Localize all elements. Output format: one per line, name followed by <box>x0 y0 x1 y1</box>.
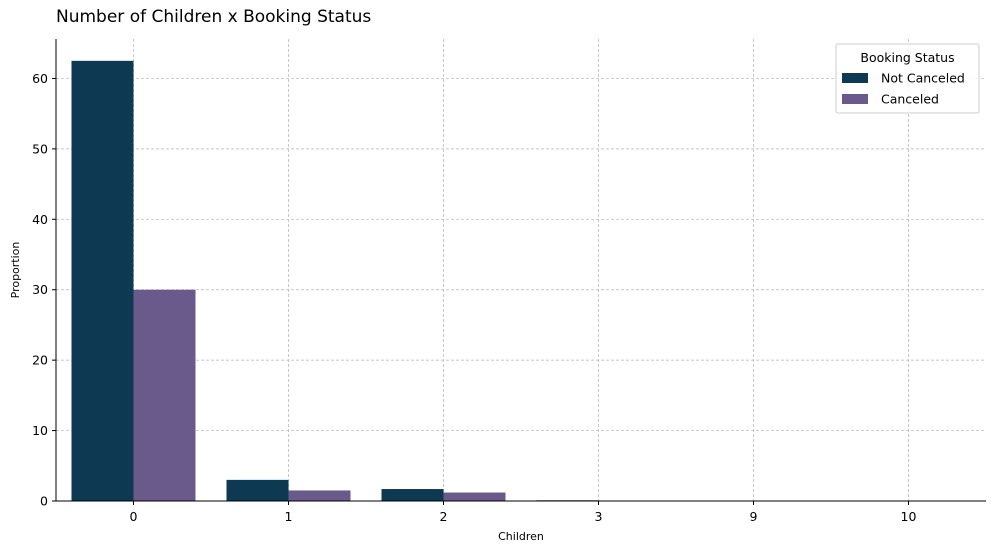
x-axis-label: Children <box>498 530 544 543</box>
legend-title: Booking Status <box>860 50 954 65</box>
legend-frame <box>835 43 980 114</box>
y-tick-label: 0 <box>40 494 48 509</box>
x-tick-label: 1 <box>285 509 293 524</box>
legend-swatch <box>842 94 868 104</box>
y-tick-label: 50 <box>32 141 48 156</box>
y-tick-label: 20 <box>32 353 48 368</box>
x-tick-label: 2 <box>440 509 448 524</box>
x-tick-label: 0 <box>130 509 138 524</box>
axes <box>55 39 986 502</box>
legend: Booking Status Not Canceled Canceled <box>835 43 980 114</box>
bar-not-canceled-0 <box>71 60 134 502</box>
legend-entries: Not Canceled Canceled <box>842 71 965 107</box>
y-tick-label: 10 <box>32 423 48 438</box>
y-tick-label: 40 <box>32 212 48 227</box>
y-tick-label: 30 <box>32 282 48 297</box>
tick-labels: 0 10 20 30 40 50 60 0 1 2 3 9 10 <box>32 71 916 524</box>
bar-canceled-2 <box>443 492 506 501</box>
bar-canceled-1 <box>288 490 351 501</box>
y-tick-label: 60 <box>32 71 48 86</box>
x-tick-label: 9 <box>750 509 758 524</box>
x-tick-label: 3 <box>595 509 603 524</box>
legend-swatch <box>842 73 868 83</box>
bar-not-canceled-2 <box>381 489 444 501</box>
x-tick-label: 10 <box>901 509 917 524</box>
y-axis-label: Proportion <box>9 242 22 299</box>
bar-canceled-0 <box>133 289 196 501</box>
legend-label: Not Canceled <box>881 71 965 86</box>
chart-title: Number of Children x Booking Status <box>56 7 372 27</box>
bar-series <box>71 60 661 502</box>
legend-label: Canceled <box>881 92 939 107</box>
bar-not-canceled-1 <box>226 479 289 501</box>
